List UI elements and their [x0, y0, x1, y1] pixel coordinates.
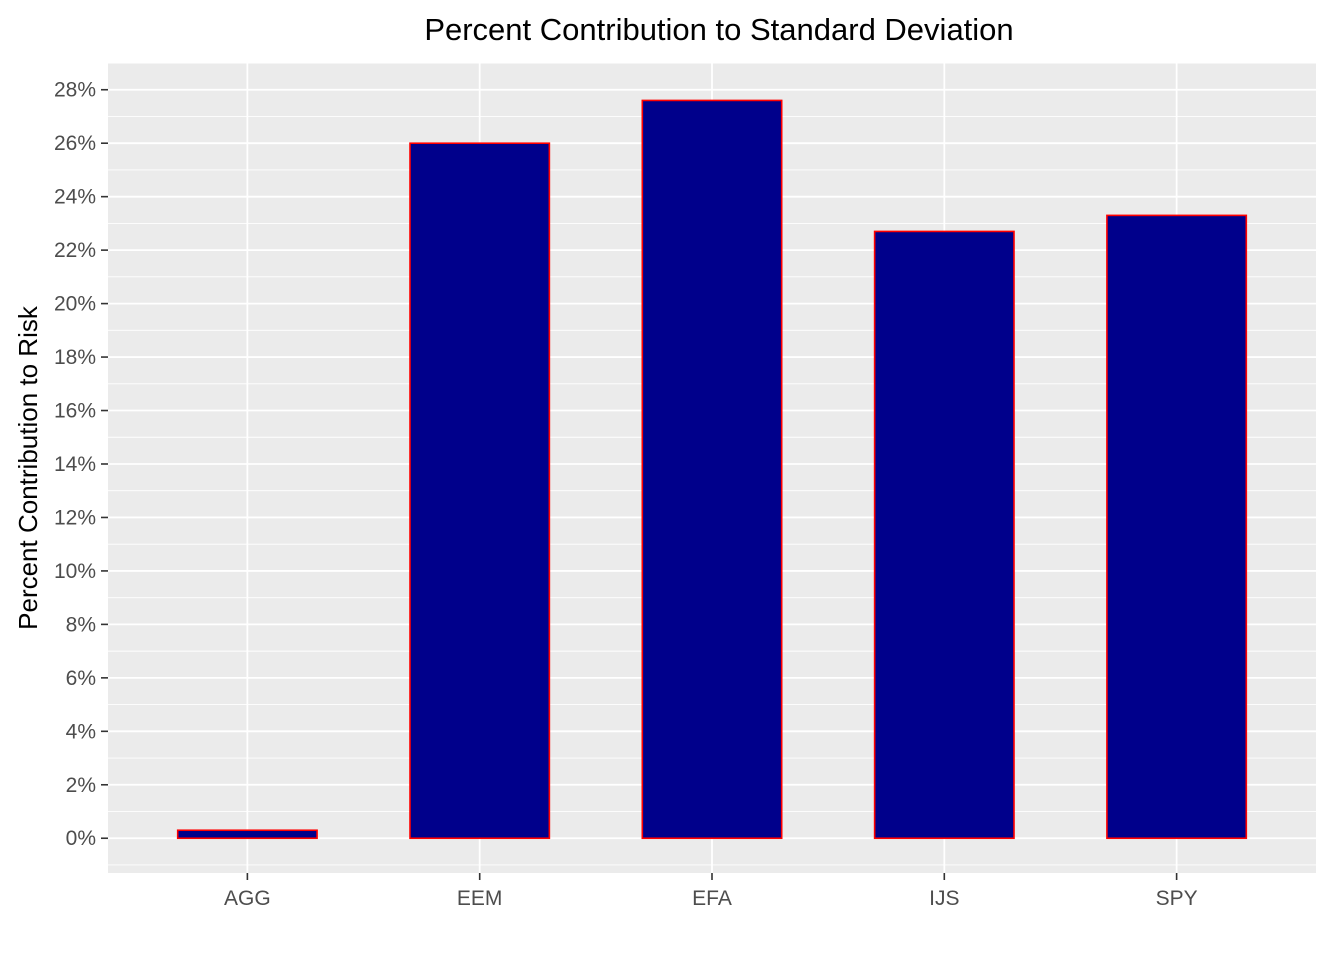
y-axis-title: Percent Contribution to Risk [13, 305, 43, 630]
y-tick-label: 12% [54, 506, 96, 529]
y-tick-label: 8% [66, 613, 96, 636]
y-tick-label: 18% [54, 346, 96, 369]
y-tick-label: 6% [66, 667, 96, 690]
y-tick-label: 4% [66, 720, 96, 743]
bar-agg [176, 829, 318, 840]
y-tick-label: 26% [54, 132, 96, 155]
x-tick-label: AGG [224, 887, 271, 910]
y-tick-label: 2% [66, 774, 96, 797]
y-tick-label: 20% [54, 293, 96, 316]
x-axis: AGG EEM EFA IJS SPY [224, 873, 1198, 910]
bar-spy [1106, 214, 1248, 840]
y-tick-label: 28% [54, 79, 96, 102]
bar-efa [641, 99, 783, 840]
y-tick-label: 16% [54, 400, 96, 423]
y-tick-label: 0% [66, 827, 96, 850]
x-tick-label: SPY [1156, 887, 1198, 910]
y-axis: 0% 2% 4% 6% 8% 10% 12% 14% 16% 18% 20% 22% 24% 26% 28% [54, 79, 108, 850]
chart-title: Percent Contribution to Standard Deviati… [424, 12, 1013, 47]
y-tick-label: 24% [54, 186, 96, 209]
x-tick-label: EEM [457, 887, 503, 910]
bars [176, 99, 1248, 840]
x-tick-label: IJS [929, 887, 959, 910]
x-tick-label: EFA [692, 887, 732, 910]
bar-ijs [873, 230, 1015, 840]
y-tick-label: 10% [54, 560, 96, 583]
y-tick-label: 14% [54, 453, 96, 476]
bar-eem [409, 142, 551, 840]
y-tick-label: 22% [54, 239, 96, 262]
